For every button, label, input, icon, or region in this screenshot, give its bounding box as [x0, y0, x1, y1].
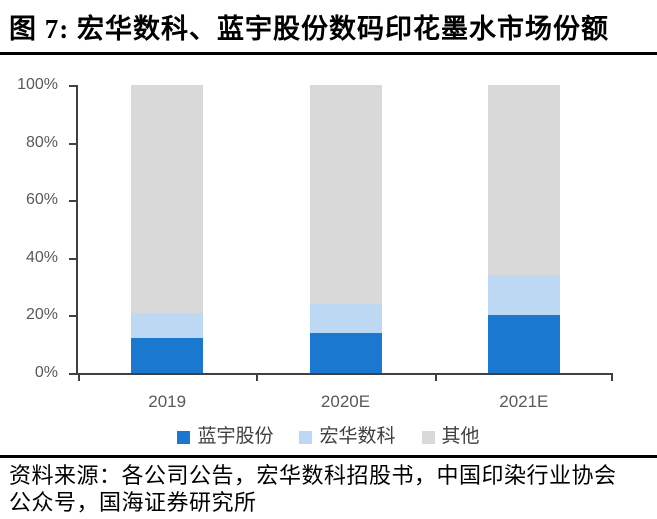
- y-axis-tick-label: 20%: [25, 306, 58, 324]
- x-axis-tick: [78, 375, 80, 381]
- x-axis-tick: [256, 375, 259, 381]
- x-axis-category-label: 2021E: [499, 392, 549, 411]
- y-axis-tick-label: 80%: [25, 133, 58, 151]
- y-axis-tick: [69, 373, 76, 375]
- bar-segment-其他-2020E: [309, 85, 382, 304]
- legend-label: 其他: [441, 426, 480, 447]
- bar-segment-宏华数科-2019: [131, 312, 204, 339]
- x-axis-category-label: 2019: [148, 392, 187, 411]
- y-axis-tick-label: 0%: [34, 364, 58, 381]
- x-axis-tick: [434, 375, 437, 381]
- bar-segment-其他-2021E: [487, 85, 560, 276]
- y-axis-tick: [69, 315, 76, 318]
- source-note-line: 公众号，国海证券研究所: [9, 490, 257, 515]
- bar-segment-蓝宇股份-2019: [131, 338, 204, 373]
- legend-label: 宏华数科: [319, 426, 396, 447]
- chart-legend: 蓝宇股份 宏华数科 其他: [0, 424, 657, 450]
- y-axis-line: [76, 85, 78, 375]
- y-axis-tick: [69, 200, 76, 203]
- y-axis-tick-label: 60%: [25, 191, 58, 209]
- bar-segment-蓝宇股份-2021E: [487, 315, 560, 373]
- legend-swatch-icon: [421, 430, 435, 444]
- legend-swatch-icon: [299, 430, 313, 444]
- legend-item: 宏华数科: [299, 426, 396, 447]
- legend-label: 蓝宇股份: [197, 426, 274, 447]
- source-divider-line: [0, 455, 657, 458]
- title-divider-line: [0, 52, 657, 55]
- bar-segment-蓝宇股份-2020E: [309, 332, 382, 373]
- x-axis-category-label: 2020E: [320, 392, 371, 411]
- bar-segment-其他-2019: [131, 85, 204, 313]
- source-note: 资料来源：各公司公告，宏华数科招股书，中国印染行业协会 公众号，国海证券研究所: [9, 462, 654, 516]
- y-axis-tick: [69, 142, 76, 145]
- source-note-line: 资料来源：各公司公告，宏华数科招股书，中国印染行业协会: [9, 463, 617, 488]
- figure-title: 图 7: 宏华数科、蓝宇股份数码印花墨水市场份额: [9, 14, 609, 44]
- bar-segment-宏华数科-2021E: [487, 275, 560, 316]
- x-axis-tick: [611, 375, 613, 381]
- x-axis-line: [76, 373, 613, 375]
- bar-segment-宏华数科-2020E: [309, 303, 382, 333]
- market-share-stacked-bar-chart: 0% 20% 40% 60% 80% 100% 2019 2020E 2021E: [0, 56, 657, 420]
- legend-item: 其他: [421, 426, 480, 447]
- y-axis-tick-label: 40%: [25, 248, 58, 266]
- legend-item: 蓝宇股份: [177, 427, 273, 447]
- y-axis-tick: [69, 85, 76, 87]
- y-axis-tick: [69, 257, 76, 260]
- y-axis-tick-label: 100%: [17, 76, 58, 93]
- legend-swatch-icon: [177, 430, 191, 444]
